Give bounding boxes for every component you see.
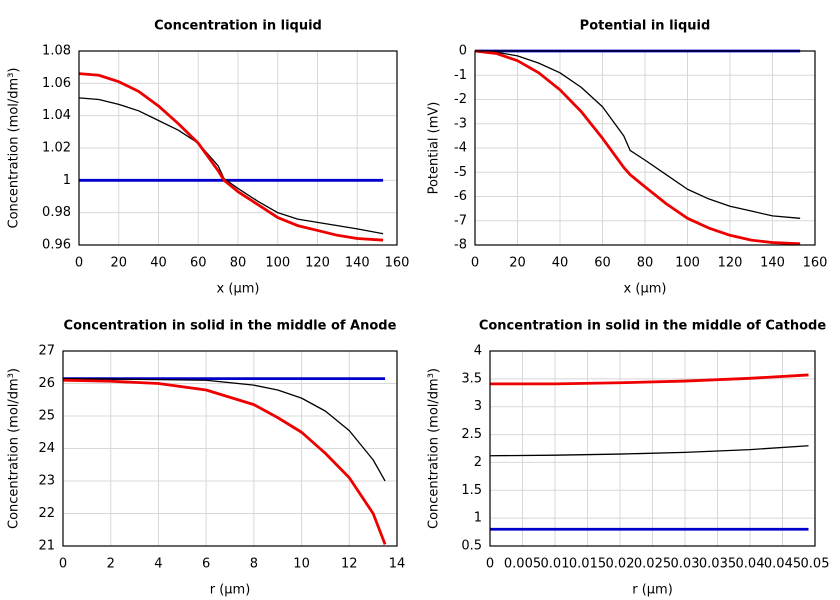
x-tick-label: 80 [230,256,247,271]
x-tick-label: 120 [718,256,743,271]
x-tick-label: 20 [110,256,127,271]
x-tick-label: 0.045 [764,557,801,572]
x-tick-label: 0.035 [699,557,736,572]
x-tick-label: 60 [190,256,207,271]
y-tick-label: -2 [454,92,467,107]
x-tick-label: 0.03 [671,557,700,572]
x-tick-label: 100 [675,256,700,271]
chart-title: Concentration in solid in the middle of … [64,319,397,334]
chart-title: Concentration in solid in the middle of … [479,319,827,334]
x-tick-label: 0.01 [541,557,570,572]
plot-frame [78,50,398,246]
x-tick-label: 40 [150,256,167,271]
x-tick-label: 0.015 [569,557,606,572]
x-tick-label: 140 [345,256,370,271]
x-tick-label: 0.04 [736,557,765,572]
series-line [490,373,809,386]
series-line [62,377,386,482]
y-tick-label: 1 [474,511,482,526]
y-tick-label: 0.96 [42,238,71,253]
y-tick-label: 1.08 [42,44,71,59]
y-tick-label: 3 [474,399,482,414]
series-line [78,97,384,235]
y-tick-label: -7 [454,213,467,228]
x-tick-label: 100 [265,256,290,271]
y-tick-label: -8 [454,238,467,253]
plot-frame [489,350,816,547]
y-tick-label: -1 [454,68,467,83]
y-tick-label: 2.5 [461,427,482,442]
x-tick-label: 0 [486,557,494,572]
x-tick-label: 80 [637,256,654,271]
y-tick-label: 21 [38,539,55,554]
x-tick-label: 160 [385,256,410,271]
y-tick-label: 26 [38,376,55,391]
x-tick-label: 0.025 [634,557,671,572]
x-tick-label: 10 [293,557,310,572]
y-tick-label: 1.5 [461,483,482,498]
x-axis-label: x (µm) [217,282,260,297]
y-tick-label: 24 [38,441,55,456]
x-tick-label: 6 [202,557,210,572]
y-axis-label: Concentration (mol/dm³) [7,368,22,529]
x-tick-label: 14 [389,557,406,572]
y-tick-label: 4 [474,344,482,359]
y-tick-label: 23 [38,474,55,489]
x-axis-label: r (µm) [632,583,673,598]
y-axis-label: Potential (mV) [427,102,442,195]
x-tick-label: 0.02 [606,557,635,572]
x-tick-label: 0 [471,256,479,271]
x-tick-label: 20 [509,256,526,271]
y-axis-label: Concentration (mol/dm³) [427,368,442,529]
x-tick-label: 0.005 [504,557,541,572]
x-tick-label: 160 [803,256,828,271]
y-tick-label: 0.5 [461,539,482,554]
x-tick-label: 4 [154,557,162,572]
series-line [474,49,801,246]
y-tick-label: 0.98 [42,205,71,220]
x-axis-label: r (µm) [210,583,251,598]
y-tick-label: 1.02 [42,141,71,156]
x-tick-label: 0 [75,256,83,271]
x-tick-label: 0 [59,557,67,572]
x-tick-label: 60 [594,256,611,271]
y-tick-label: 3.5 [461,371,482,386]
y-tick-label: 2 [474,455,482,470]
x-tick-label: 140 [760,256,785,271]
plot-frame [474,50,816,246]
y-axis-label: Concentration (mol/dm³) [7,68,22,229]
y-tick-label: -3 [454,116,467,131]
y-tick-label: 27 [38,344,55,359]
x-tick-label: 8 [250,557,258,572]
x-tick-label: 12 [341,557,358,572]
x-tick-label: 120 [305,256,330,271]
chart-title: Potential in liquid [580,19,711,34]
chart-title: Concentration in liquid [154,19,322,34]
y-tick-label: 22 [38,506,55,521]
series-line [474,50,801,219]
series-line [489,445,809,457]
y-tick-label: 1.06 [42,76,71,91]
y-tick-label: 1 [63,173,71,188]
y-tick-label: -5 [454,165,467,180]
y-tick-label: -4 [454,141,467,156]
x-tick-label: 2 [107,557,115,572]
x-axis-label: x (µm) [624,282,667,297]
y-tick-label: -6 [454,189,467,204]
y-tick-label: 25 [38,409,55,424]
series-line [62,378,387,545]
x-tick-label: 0.05 [801,557,830,572]
y-tick-label: 0 [459,44,467,59]
y-tick-label: 1.04 [42,108,71,123]
x-tick-label: 40 [552,256,569,271]
series-line [78,72,384,242]
plot-frame [62,350,398,547]
